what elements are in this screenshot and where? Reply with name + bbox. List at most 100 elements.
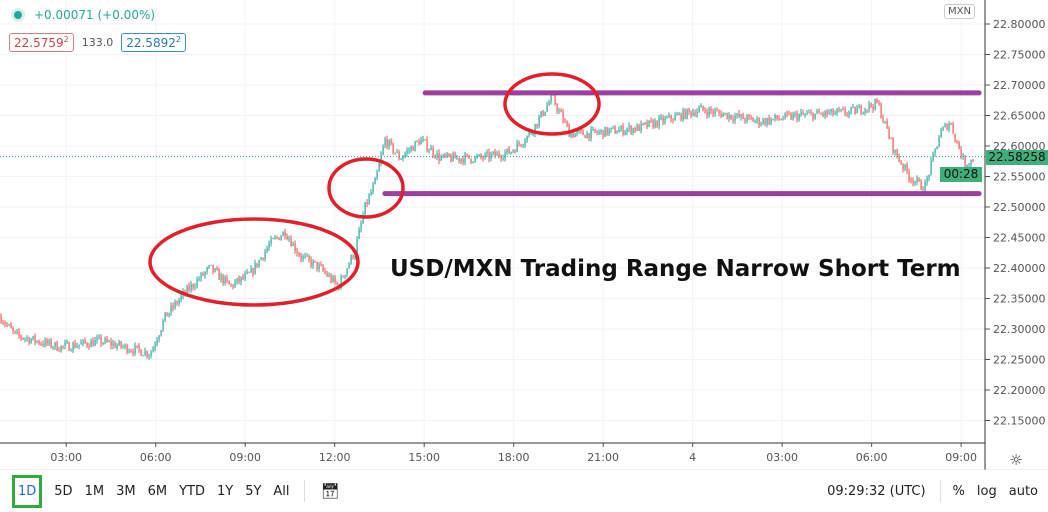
- candle-body: [912, 179, 914, 184]
- candle-body: [756, 118, 758, 121]
- candle-body: [732, 118, 734, 121]
- candle-body: [950, 123, 952, 125]
- candle-body: [336, 282, 338, 285]
- y-tick-label: 22.45000: [993, 232, 1046, 245]
- candle-body: [494, 151, 496, 156]
- x-tick-label: 15:00: [408, 451, 440, 464]
- candle-body: [420, 139, 422, 145]
- candle-body: [502, 158, 504, 160]
- range-all[interactable]: All: [273, 483, 290, 499]
- candle-body: [246, 272, 248, 274]
- candle-body: [772, 118, 774, 120]
- candle-body: [812, 112, 814, 120]
- x-tick-label: 21:00: [587, 451, 619, 464]
- settings-gear-icon[interactable]: ☼: [1009, 451, 1022, 469]
- candle-body: [4, 323, 6, 325]
- highlight-circle: [148, 217, 360, 307]
- bid-ask: 22.57592 133.0 22.58922: [9, 33, 186, 52]
- candle-body: [12, 328, 14, 331]
- candle-body: [740, 114, 742, 118]
- range-3m[interactable]: 3M: [116, 483, 136, 499]
- candle-body: [28, 337, 30, 344]
- candle-body: [714, 110, 716, 114]
- candle-body: [736, 113, 738, 117]
- candle-body: [180, 295, 182, 300]
- countdown-label: 00:28: [940, 166, 982, 182]
- candle-body: [880, 104, 882, 118]
- price-chart[interactable]: 22.8000022.7500022.7000022.6500022.60000…: [0, 0, 1048, 470]
- sell-button[interactable]: 22.57592: [9, 33, 74, 52]
- candle-body: [952, 124, 954, 134]
- candle-body: [816, 110, 818, 114]
- candle-body: [662, 117, 664, 123]
- x-tick-label: 03:00: [50, 451, 82, 464]
- log-toggle[interactable]: log: [976, 483, 997, 499]
- candle-body: [318, 264, 320, 270]
- candle-body: [876, 99, 878, 103]
- candle-body: [190, 284, 192, 291]
- range-1m[interactable]: 1M: [84, 483, 105, 499]
- y-tick-label: 22.65000: [993, 110, 1046, 123]
- candle-body: [116, 345, 118, 348]
- buy-button[interactable]: 22.58922: [121, 33, 186, 52]
- candle-body: [306, 255, 308, 257]
- candle-body: [460, 158, 462, 162]
- y-tick-label: 22.40000: [993, 262, 1046, 275]
- candle-body: [34, 335, 36, 343]
- candle-body: [840, 109, 842, 111]
- range-1d[interactable]: 1D: [12, 474, 43, 508]
- candle-body: [506, 148, 508, 153]
- candle-body: [114, 343, 116, 348]
- candle-body: [920, 180, 922, 190]
- candle-body: [226, 277, 228, 281]
- candle-body: [708, 108, 710, 116]
- auto-toggle[interactable]: auto: [1008, 483, 1038, 499]
- candle-body: [628, 125, 630, 130]
- candle-body: [512, 150, 514, 152]
- candle-body: [402, 156, 404, 159]
- range-5d[interactable]: 5D: [54, 483, 73, 499]
- x-tick-label: 4: [689, 451, 696, 464]
- candle-body: [968, 164, 970, 166]
- candle-body: [594, 129, 596, 132]
- range-1y[interactable]: 1Y: [216, 483, 234, 499]
- candle-body: [430, 147, 432, 151]
- candle-body: [518, 142, 520, 145]
- candle-body: [148, 355, 150, 357]
- candle-body: [954, 133, 956, 141]
- candle-body: [666, 117, 668, 119]
- candle-body: [284, 231, 286, 237]
- candle-body: [938, 137, 940, 147]
- candle-body: [208, 265, 210, 268]
- candle-body: [646, 122, 648, 127]
- range-6m[interactable]: 6M: [147, 483, 168, 499]
- percent-toggle[interactable]: %: [952, 483, 965, 499]
- buy-pip: 2: [175, 35, 181, 44]
- candle-body: [74, 342, 76, 348]
- candle-body: [286, 236, 288, 240]
- candle-body: [548, 101, 550, 106]
- candle-body: [862, 112, 864, 114]
- candle-body: [144, 351, 146, 356]
- candle-body: [90, 340, 92, 348]
- candle-body: [924, 182, 926, 193]
- candle-body: [100, 336, 102, 344]
- candle-body: [864, 109, 866, 113]
- candle-body: [562, 112, 564, 122]
- candle-body: [578, 130, 580, 132]
- y-tick-label: 22.25000: [993, 354, 1046, 367]
- goto-date-icon[interactable]: 📅︎: [320, 482, 340, 500]
- range-5y[interactable]: 5Y: [245, 483, 262, 499]
- candle-body: [368, 195, 370, 205]
- candle-body: [872, 106, 874, 110]
- range-ytd[interactable]: YTD: [179, 483, 205, 499]
- candle-body: [468, 154, 470, 159]
- candle-body: [370, 191, 372, 196]
- candle-body: [0, 316, 2, 323]
- candle-body: [788, 113, 790, 115]
- candle-body: [902, 164, 904, 169]
- candle-body: [866, 109, 868, 111]
- candle-body: [138, 345, 140, 350]
- candle-body: [508, 148, 510, 154]
- candle-body: [132, 351, 134, 354]
